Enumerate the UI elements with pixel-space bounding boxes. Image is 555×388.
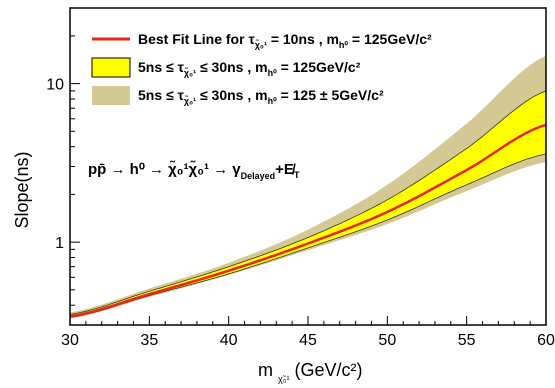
y-tick-label-0: 1 bbox=[55, 235, 64, 252]
legend-entry-1: 5ns ≤ τχ̃₀¹ ≤ 30ns , mh⁰ = 125GeV/c² bbox=[138, 59, 361, 78]
x-axis-label: m χ̃₀¹ (GeV/c²) bbox=[258, 360, 363, 386]
lines-layer bbox=[69, 123, 547, 318]
x-tick-label-4: 50 bbox=[378, 332, 396, 349]
svg-text:m χ̃₀¹ (GeV/c²): m χ̃₀¹ (GeV/c²) bbox=[258, 360, 363, 386]
x-tick-label-6: 60 bbox=[537, 332, 555, 349]
legend-marker-yellow bbox=[91, 57, 131, 78]
x-tick-label-3: 45 bbox=[299, 332, 317, 349]
x-axis-label-unit: (GeV/c²) bbox=[295, 360, 363, 380]
y-axis-label: Slope(ns) bbox=[12, 151, 32, 228]
legend-entry-0: Best Fit Line for τχ̃₀¹ = 10ns , mh⁰ = 1… bbox=[138, 31, 432, 50]
x-axis-label-sub: χ̃₀¹ bbox=[278, 374, 289, 384]
legend-marker-tan bbox=[92, 86, 130, 105]
ticks-layer: 30 35 40 45 50 55 60 1 10 bbox=[46, 7, 555, 349]
y-tick-label-1: 10 bbox=[46, 77, 64, 94]
series-line-0 bbox=[69, 123, 547, 318]
process-annotation: pp̄ → h⁰ → χ̃₀¹χ̃₀¹ → γDelayed+E̸T bbox=[88, 160, 300, 181]
x-tick-label-2: 40 bbox=[220, 332, 238, 349]
x-tick-label-5: 55 bbox=[458, 332, 476, 349]
x-axis-label-main: m bbox=[258, 360, 273, 380]
legend-entry-2: 5ns ≤ τχ̃₀¹ ≤ 30ns , mh⁰ = 125 ± 5GeV/c² bbox=[138, 87, 384, 106]
x-tick-label-0: 30 bbox=[61, 332, 79, 349]
legend: Best Fit Line for τχ̃₀¹ = 10ns , mh⁰ = 1… bbox=[91, 31, 432, 106]
x-tick-label-1: 35 bbox=[140, 332, 158, 349]
